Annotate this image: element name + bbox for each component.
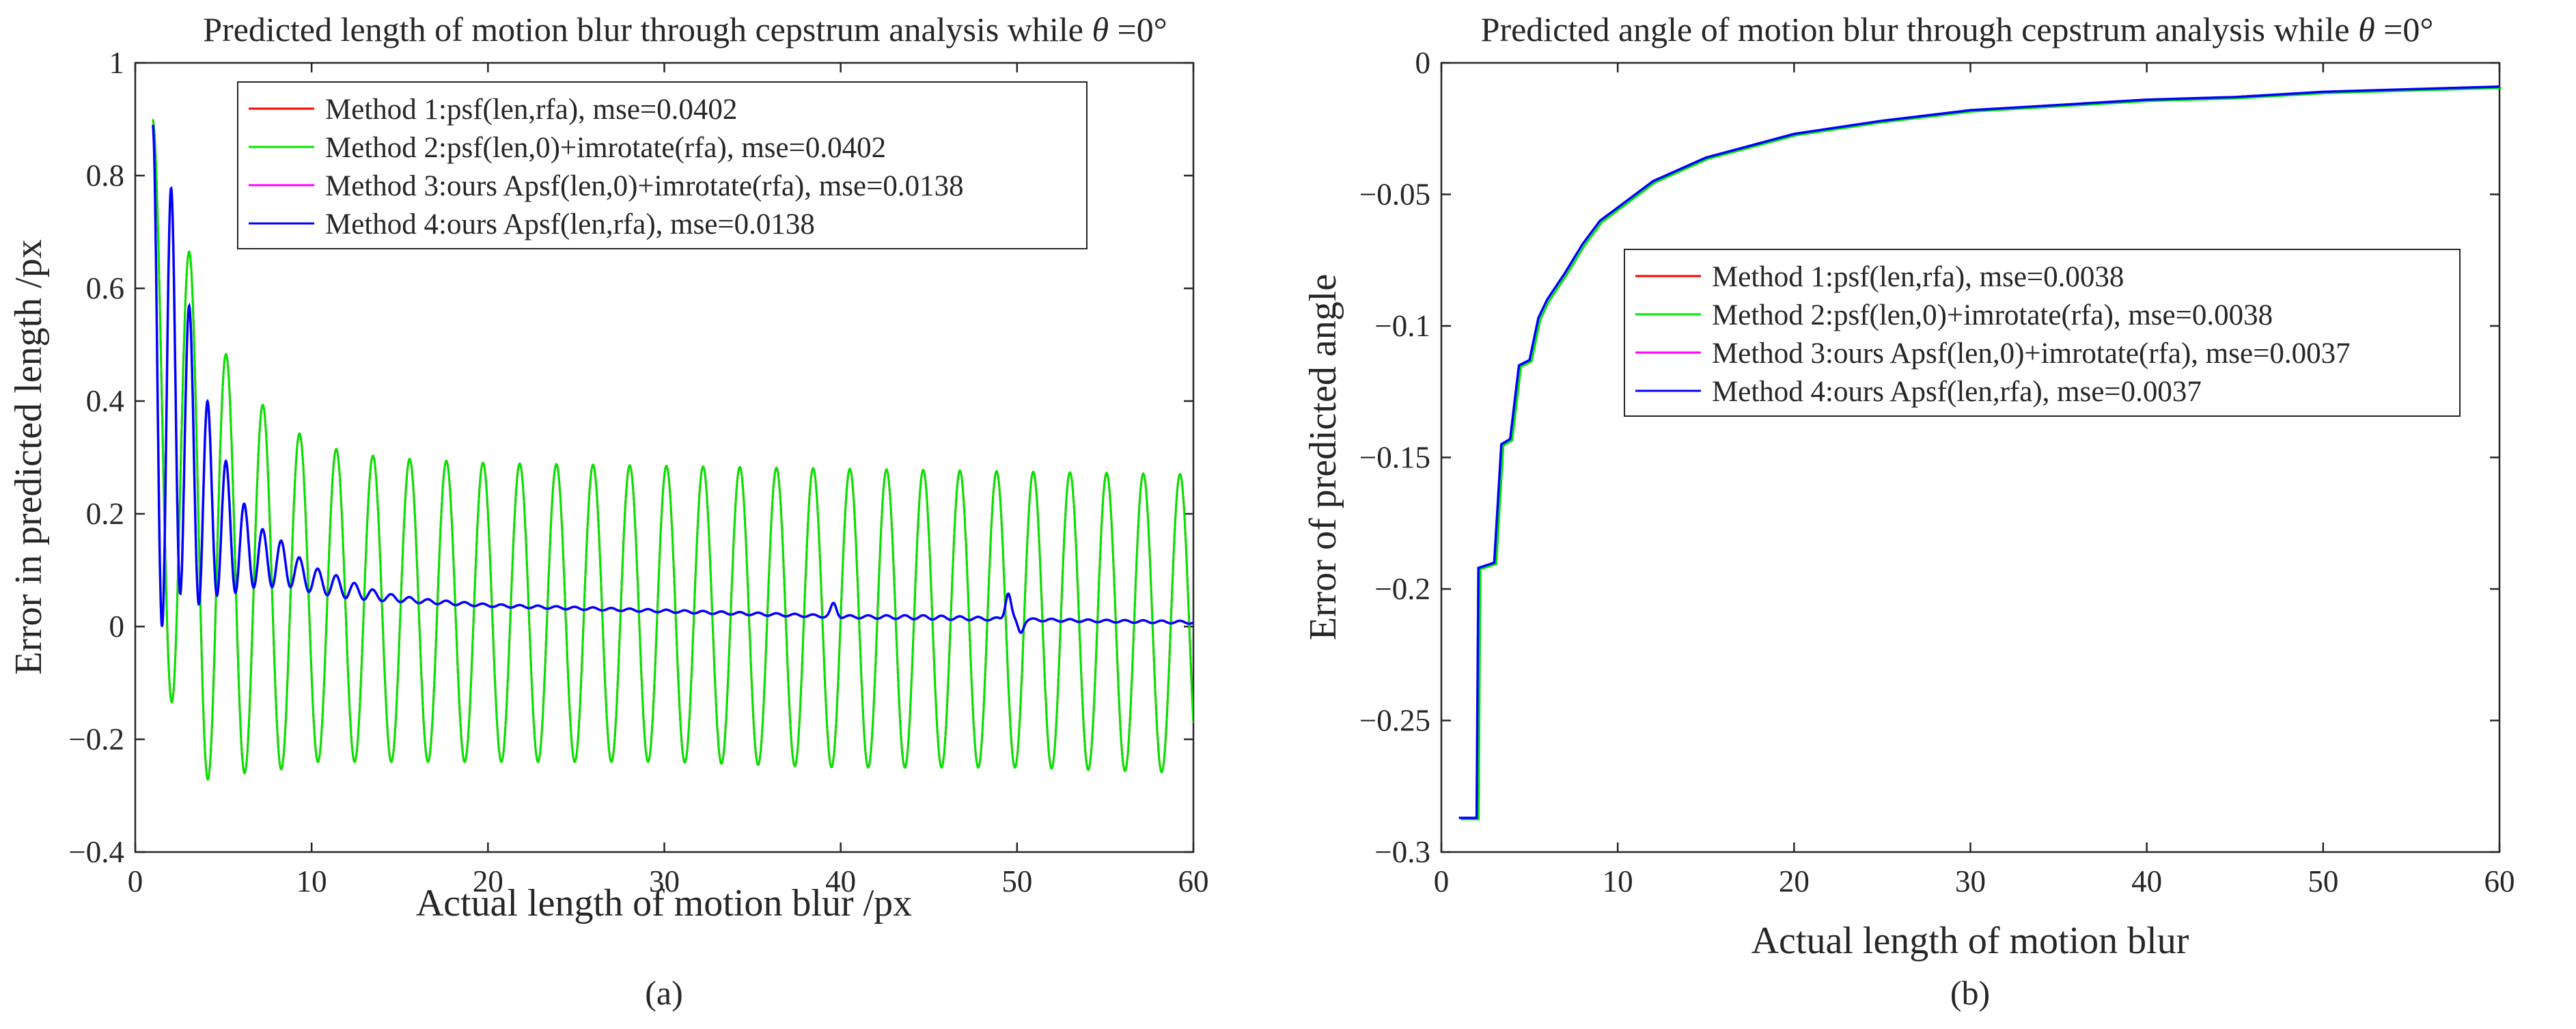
svg-text:Method 1:psf(len,rfa), mse=0.0: Method 1:psf(len,rfa), mse=0.0402 <box>325 94 737 126</box>
chart-a-legend-item-3: Method 3:ours Apsf(len,0)+imrotate(rfa),… <box>249 170 964 202</box>
chart-b-plot-area <box>1440 61 2501 853</box>
chart-a-legend: Method 1:psf(len,rfa), mse=0.0402 Method… <box>237 81 1088 249</box>
y-tick-label: 0.2 <box>86 497 124 531</box>
y-tick-label: 0.8 <box>86 159 124 193</box>
series-line-method-4 <box>152 124 1193 634</box>
x-tick-label: 40 <box>2131 864 2162 898</box>
x-tick-label: 0 <box>128 864 143 898</box>
series-line-method-2 <box>152 119 1193 782</box>
panel-b-angle-error-chart: Predicted angle of motion blur through c… <box>1302 10 2515 1012</box>
y-tick-label: −0.15 <box>1359 441 1430 475</box>
chart-b-y-axis-label: Error of predicted angle <box>1302 274 1344 640</box>
x-tick-label: 50 <box>2308 864 2338 898</box>
chart-a-title: Predicted length of motion blur through … <box>203 10 1167 49</box>
y-tick-label: −0.4 <box>68 835 124 869</box>
x-tick-label: 20 <box>1779 864 1810 898</box>
chart-b-series-lines <box>1458 85 2502 821</box>
y-tick-label: −0.3 <box>1374 835 1430 869</box>
svg-text:Method 1:psf(len,rfa), mse=0.0: Method 1:psf(len,rfa), mse=0.0038 <box>1712 261 2124 293</box>
svg-text:Method 2:psf(len,0)+imrotate(r: Method 2:psf(len,0)+imrotate(rfa), mse=0… <box>1712 299 2273 331</box>
chart-b-x-axis-label: Actual length of motion blur <box>1751 920 2189 962</box>
y-tick-label: −0.1 <box>1374 309 1430 343</box>
svg-text:Method 3:ours Apsf(len,0)+imro: Method 3:ours Apsf(len,0)+imrotate(rfa),… <box>1712 338 2351 370</box>
series-line-method-2 <box>1460 87 2502 821</box>
caption-b: (b) <box>1950 974 1990 1012</box>
y-tick-label: 0 <box>109 609 125 644</box>
y-tick-label: 0.4 <box>86 384 124 418</box>
y-tick-label: −0.2 <box>1374 572 1430 606</box>
chart-b-x-axis: 0 10 20 30 40 50 60 <box>1434 63 2515 898</box>
x-tick-label: 50 <box>1001 864 1032 898</box>
chart-b-legend-item-3: Method 3:ours Apsf(len,0)+imrotate(rfa),… <box>1635 338 2351 370</box>
y-tick-label: 1 <box>109 46 125 80</box>
x-tick-label: 20 <box>473 864 503 898</box>
chart-a-x-axis-label: Actual length of motion blur /px <box>416 882 912 924</box>
series-line-method-4 <box>1458 85 2500 819</box>
svg-text:Method 2:psf(len,0)+imrotate(r: Method 2:psf(len,0)+imrotate(rfa), mse=0… <box>325 132 886 164</box>
chart-b-legend-item-2: Method 2:psf(len,0)+imrotate(rfa), mse=0… <box>1635 299 2273 331</box>
x-tick-label: 60 <box>1178 864 1209 898</box>
chart-a-legend-item-4: Method 4:ours Apsf(len,rfa), mse=0.0138 <box>249 208 815 241</box>
x-tick-label: 30 <box>1955 864 1986 898</box>
chart-b-title: Predicted angle of motion blur through c… <box>1481 10 2434 49</box>
x-tick-label: 10 <box>296 864 327 898</box>
chart-b-legend: Method 1:psf(len,rfa), mse=0.0038 Method… <box>1624 249 2461 417</box>
chart-a-x-axis: 0 10 20 30 40 50 60 <box>128 63 1209 898</box>
panel-a-length-error-chart: Predicted length of motion blur through … <box>8 10 1209 1012</box>
y-tick-label: −0.25 <box>1359 704 1430 738</box>
x-tick-label: 0 <box>1434 864 1450 898</box>
x-tick-label: 30 <box>649 864 680 898</box>
chart-a-series-lines <box>152 119 1193 782</box>
chart-b-legend-item-4: Method 4:ours Apsf(len,rfa), mse=0.0037 <box>1635 376 2202 408</box>
y-tick-label: −0.2 <box>68 722 124 756</box>
y-tick-label: 0 <box>1415 46 1431 80</box>
chart-b-legend-item-1: Method 1:psf(len,rfa), mse=0.0038 <box>1635 261 2124 293</box>
svg-text:Method 4:ours Apsf(len,rfa), m: Method 4:ours Apsf(len,rfa), mse=0.0138 <box>325 208 815 241</box>
chart-a-y-axis-label: Error in predicted length /px <box>8 239 50 675</box>
chart-a-legend-item-2: Method 2:psf(len,0)+imrotate(rfa), mse=0… <box>249 132 886 164</box>
x-tick-label: 40 <box>825 864 856 898</box>
svg-text:Method 4:ours Apsf(len,rfa), m: Method 4:ours Apsf(len,rfa), mse=0.0037 <box>1712 376 2202 408</box>
x-tick-label: 60 <box>2484 864 2515 898</box>
caption-a: (a) <box>645 974 683 1012</box>
y-tick-label: −0.05 <box>1359 178 1430 212</box>
svg-text:Method 3:ours Apsf(len,0)+imro: Method 3:ours Apsf(len,0)+imrotate(rfa),… <box>325 170 964 202</box>
y-tick-label: 0.6 <box>86 271 124 305</box>
chart-a-legend-item-1: Method 1:psf(len,rfa), mse=0.0402 <box>249 94 737 126</box>
chart-b-y-axis: −0.3 −0.25 −0.2 −0.15 −0.1 −0.05 0 <box>1359 46 2499 869</box>
x-tick-label: 10 <box>1603 864 1633 898</box>
chart-a-y-axis: −0.4 −0.2 0 0.2 0.4 0.6 0.8 1 <box>68 46 1193 869</box>
